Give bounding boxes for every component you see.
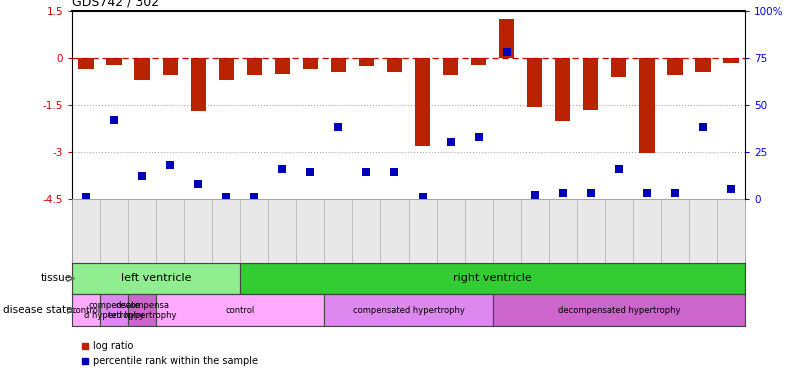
Bar [415, 58, 430, 146]
Bar [695, 58, 710, 72]
Bar [100, 294, 128, 326]
Bar [555, 58, 570, 121]
Text: control: control [71, 306, 101, 315]
Bar [387, 58, 402, 72]
Text: tissue: tissue [41, 273, 72, 284]
Point [668, 190, 681, 196]
Text: decompensated hypertrophy: decompensated hypertrophy [557, 306, 680, 315]
Point [696, 124, 710, 130]
Point [360, 170, 373, 176]
Point [164, 162, 177, 168]
Bar [493, 294, 745, 326]
Point [500, 50, 513, 55]
Point [529, 192, 541, 198]
Point [276, 166, 289, 172]
Text: control: control [226, 306, 255, 315]
Bar [723, 58, 739, 63]
Bar [135, 58, 150, 80]
Bar [107, 58, 122, 65]
Bar [163, 58, 178, 75]
Bar [303, 58, 318, 69]
Text: decompensa
ted hypertrophy: decompensa ted hypertrophy [108, 301, 176, 320]
Bar [219, 58, 234, 80]
Point [724, 186, 737, 192]
Point [417, 194, 429, 200]
Bar [499, 19, 514, 58]
Point [612, 166, 625, 172]
Bar [583, 58, 598, 110]
Point [219, 194, 233, 200]
Point [332, 124, 345, 130]
Bar [331, 58, 346, 72]
Point [80, 194, 92, 200]
Point [248, 194, 261, 200]
Bar [359, 58, 374, 66]
Point [641, 190, 654, 196]
Text: right ventricle: right ventricle [453, 273, 532, 284]
Point [388, 170, 400, 176]
Bar [128, 294, 156, 326]
Bar [667, 58, 682, 75]
Point [584, 190, 597, 196]
Point [136, 173, 149, 179]
Text: disease state: disease state [2, 305, 72, 315]
Bar [72, 262, 240, 294]
Text: left ventricle: left ventricle [121, 273, 191, 284]
Bar [191, 58, 206, 111]
Point [192, 181, 205, 187]
Point [304, 170, 317, 176]
Bar [240, 262, 745, 294]
Bar [247, 58, 262, 75]
Point [473, 134, 485, 140]
Bar [611, 58, 626, 77]
Bar [639, 58, 654, 153]
Point [107, 117, 120, 123]
Bar [527, 58, 542, 106]
Bar [156, 294, 324, 326]
Bar [471, 58, 486, 65]
Text: compensate
d hypertrophy: compensate d hypertrophy [84, 301, 144, 320]
Legend: log ratio, percentile rank within the sample: log ratio, percentile rank within the sa… [77, 338, 263, 370]
Text: compensated hypertrophy: compensated hypertrophy [352, 306, 465, 315]
Bar [275, 58, 290, 74]
Point [556, 190, 569, 196]
Bar [324, 294, 493, 326]
Bar [443, 58, 458, 75]
Point [444, 140, 457, 146]
Text: GDS742 / 302: GDS742 / 302 [72, 0, 159, 9]
Bar [72, 294, 100, 326]
Bar [78, 58, 94, 69]
